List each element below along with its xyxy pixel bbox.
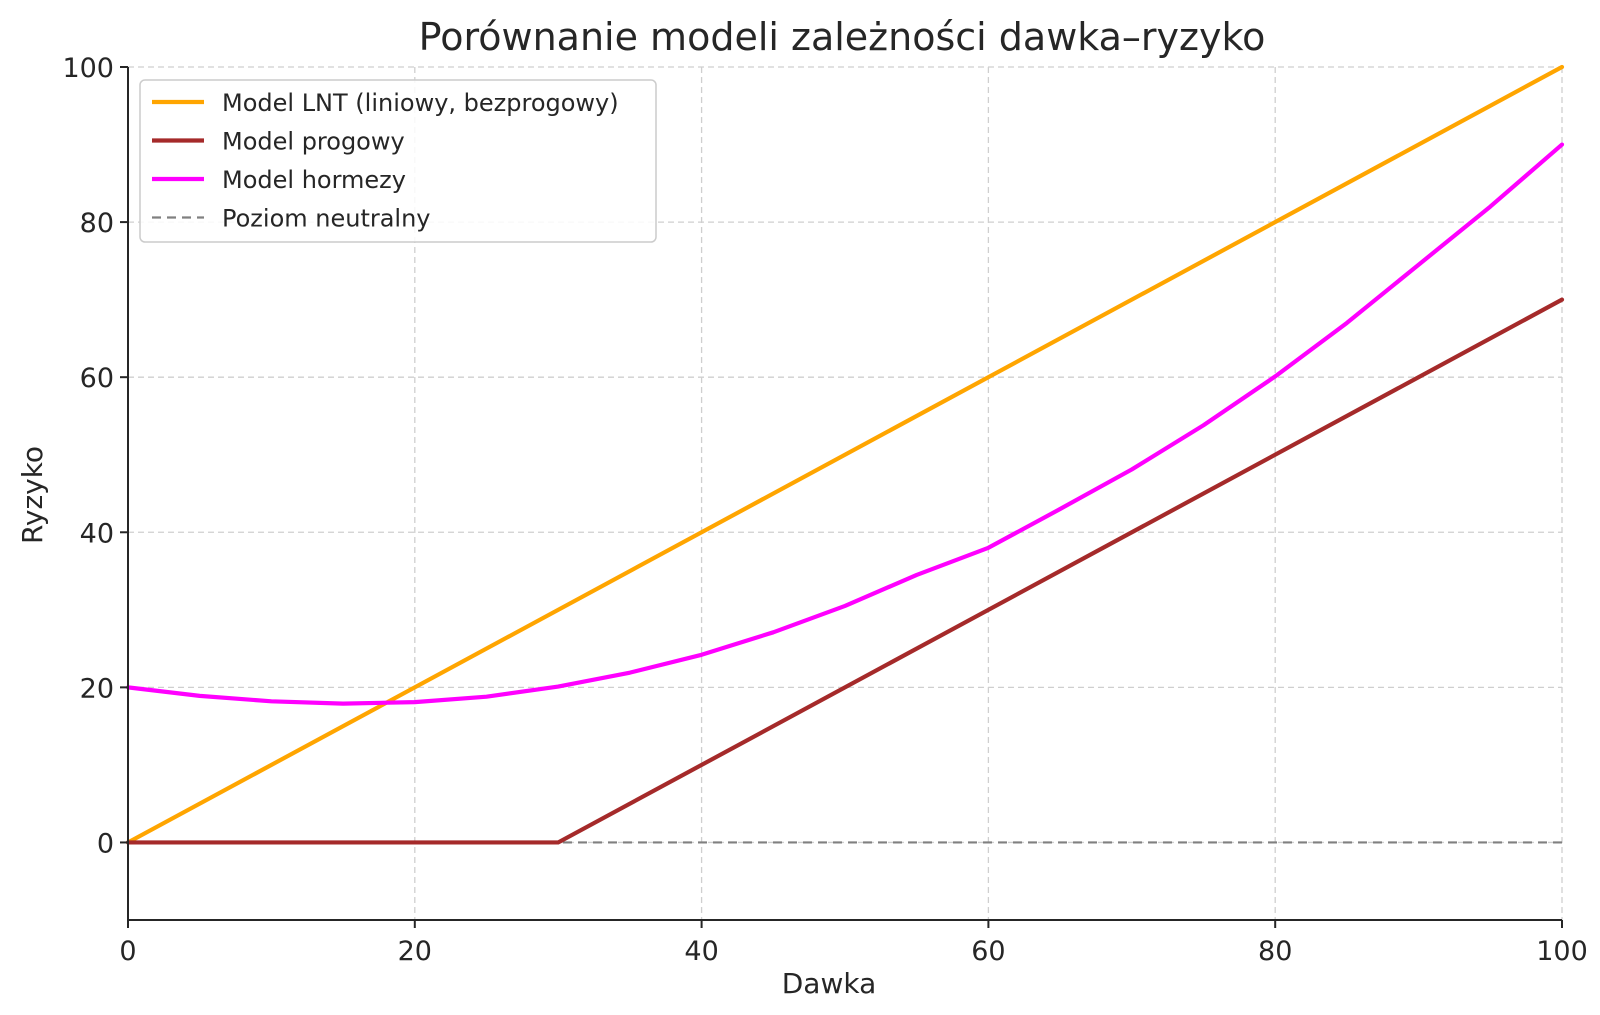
series-line-2 (125, 297, 1565, 845)
y-axis-label: Ryzyko (16, 446, 49, 544)
series-line-1 (125, 64, 1565, 845)
chart-title: Porównanie modeli zależności dawka–ryzyk… (419, 15, 1266, 59)
x-tick-label: 100 (1536, 936, 1588, 967)
legend: Model LNT (liniowy, bezprogowy) Model pro… (139, 79, 657, 243)
y-tick-label: 100 (62, 53, 114, 84)
x-axis-label: Dawka (782, 967, 877, 1000)
x-tick-label: 80 (1258, 936, 1292, 967)
y-tick-label: 20 (80, 673, 114, 704)
y-tick-label: 60 (80, 363, 114, 394)
y-tick-label: 40 (80, 518, 114, 549)
legend-label-1: Model LNT (liniowy, bezprogowy) (222, 89, 619, 117)
x-tick-label: 0 (119, 936, 136, 967)
y-ticks: 0 20 40 60 80 100 (62, 53, 128, 859)
legend-box (139, 79, 657, 243)
x-tick-label: 60 (971, 936, 1005, 967)
series-lines (125, 64, 1565, 845)
x-tick-label: 20 (398, 936, 432, 967)
grid (127, 66, 1563, 920)
legend-label-3: Model hormezy (222, 166, 406, 194)
legend-label-4: Poziom neutralny (222, 205, 431, 233)
axes (127, 67, 1562, 921)
y-tick-label: 80 (80, 208, 114, 239)
series-line-3 (125, 142, 1565, 706)
legend-label-2: Model progowy (222, 128, 405, 156)
y-tick-label: 0 (97, 828, 114, 859)
x-tick-label: 40 (684, 936, 718, 967)
x-ticks: 0 20 40 60 80 100 (119, 920, 1588, 967)
